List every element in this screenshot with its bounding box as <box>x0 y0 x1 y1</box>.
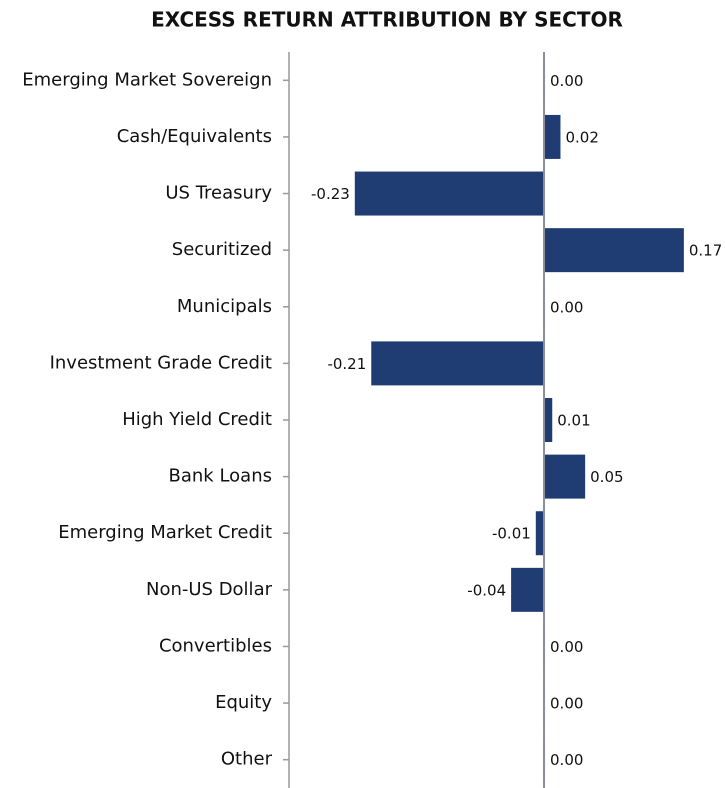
value-label: 0.00 <box>550 695 583 713</box>
bar <box>544 114 561 159</box>
value-label: -0.23 <box>311 185 350 203</box>
value-label: 0.00 <box>550 72 583 90</box>
bar <box>354 171 545 216</box>
bar <box>535 511 545 556</box>
category-label: High Yield Credit <box>122 409 272 430</box>
value-label: 0.17 <box>689 242 722 260</box>
bar <box>544 454 586 499</box>
chart-title: EXCESS RETURN ATTRIBUTION BY SECTOR <box>151 8 623 32</box>
bar <box>511 567 545 612</box>
category-label: Bank Loans <box>169 466 272 487</box>
value-label: 0.00 <box>550 298 583 316</box>
category-label: Other <box>221 749 273 770</box>
category-label: Emerging Market Sovereign <box>22 69 272 90</box>
value-label: 0.00 <box>550 751 583 769</box>
bar <box>544 398 553 442</box>
category-label: Non-US Dollar <box>146 579 273 600</box>
value-label: 0.02 <box>565 128 598 146</box>
category-label: Equity <box>215 692 272 713</box>
bar <box>371 341 545 386</box>
category-label: Convertibles <box>159 635 272 656</box>
category-label: Securitized <box>172 239 272 260</box>
value-label: 0.00 <box>550 638 583 656</box>
category-label: Emerging Market Credit <box>58 522 272 543</box>
category-label: Cash/Equivalents <box>117 126 272 147</box>
category-label: Investment Grade Credit <box>50 352 272 373</box>
value-label: 0.01 <box>557 412 590 430</box>
value-label: -0.21 <box>327 355 366 373</box>
category-label: US Treasury <box>165 183 272 204</box>
value-label: 0.05 <box>590 468 623 486</box>
value-label: -0.04 <box>467 581 506 599</box>
value-label: -0.01 <box>492 525 531 543</box>
category-label: Municipals <box>177 296 272 317</box>
bar <box>544 228 684 273</box>
